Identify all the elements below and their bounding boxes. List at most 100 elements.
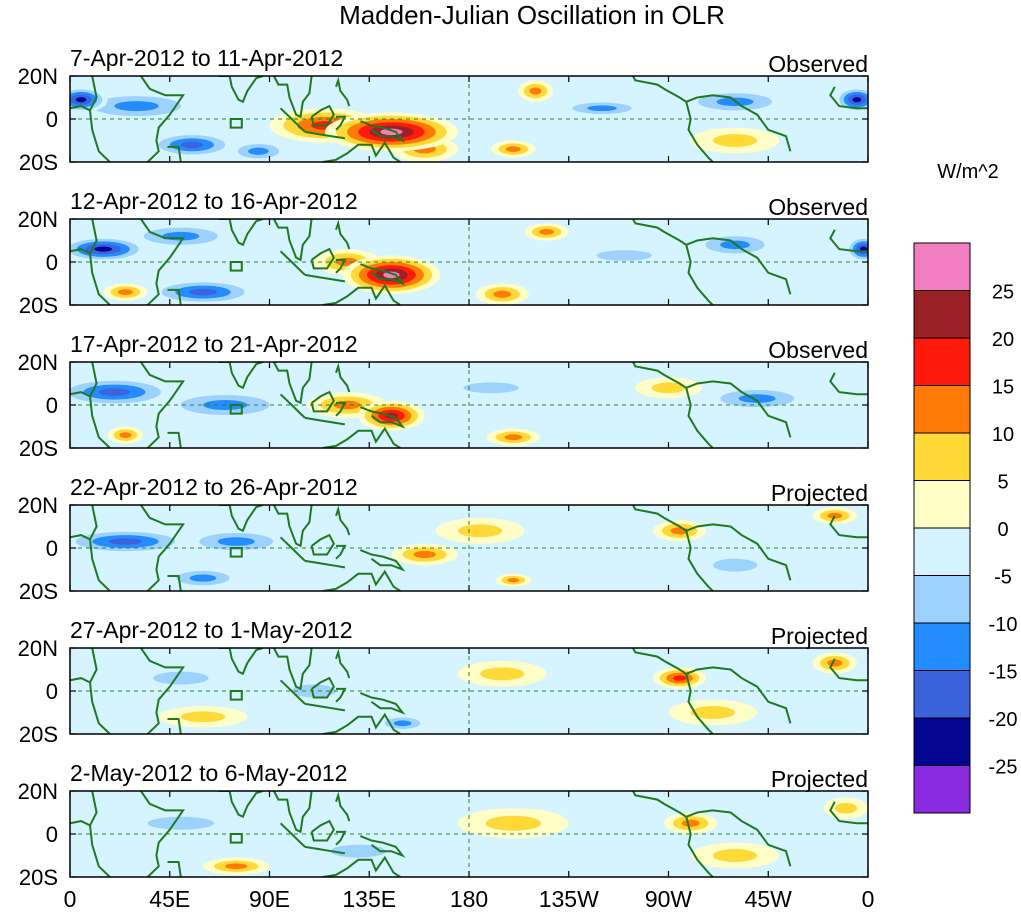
coastline [279, 393, 306, 419]
coastline [70, 534, 91, 541]
coastline [218, 219, 264, 247]
coastline [685, 523, 792, 581]
anomaly-contour [596, 250, 652, 261]
y-tick-label: 20N [18, 207, 58, 232]
colorbar-swatch [913, 290, 971, 339]
coastlines [70, 362, 868, 448]
coastline [632, 791, 687, 818]
panel-status: Observed [768, 337, 868, 363]
coastline [273, 219, 313, 262]
coastline [310, 533, 335, 556]
y-tick-label: 20S [19, 579, 58, 604]
map-panel: 20N 0 20S 2-May-2012 to 6-May-2012 Projected [18, 760, 869, 890]
colorbar-tick-label: -15 [989, 662, 1018, 684]
coastline [167, 575, 182, 591]
colorbar-swatch [913, 717, 971, 766]
map-panel: 20N 0 20S 12-Apr-2012 to 16-Apr-2012 Observe… [18, 188, 869, 318]
coastline [304, 130, 346, 140]
coastline [218, 505, 264, 533]
y-tick-label: 20S [19, 865, 58, 890]
anomaly-contour [529, 87, 542, 95]
coastline [273, 648, 313, 691]
coastline [310, 676, 335, 699]
colorbar-tick-label: 25 [992, 282, 1014, 304]
coastline [70, 105, 91, 112]
colorbar: W/m^2 25 20 15 10 5 0 -5 -10 -15 -20 -25 [913, 161, 1018, 814]
anomaly-contour [180, 711, 226, 723]
coastline [685, 380, 792, 438]
coastline [685, 94, 792, 152]
x-axis: 0 45E 90E 135E 180 135W 90W 45W 0 [64, 886, 875, 912]
coastline [360, 692, 406, 715]
coastline [322, 426, 401, 448]
anomaly-contour [712, 558, 758, 572]
map-panel: 20N 0 20S 17-Apr-2012 to 21-Apr-2012 Observe… [18, 331, 869, 461]
coastline [360, 406, 406, 429]
coastline [310, 819, 335, 842]
colorbar-swatch [913, 765, 971, 814]
coastline [304, 416, 346, 426]
coastline [685, 816, 714, 877]
anomaly-contour [189, 574, 217, 582]
colorbar-swatch [913, 480, 971, 529]
coastline [829, 801, 868, 825]
y-tick-label: 0 [46, 393, 58, 418]
coastline [70, 391, 91, 398]
y-tick-label: 0 [46, 536, 58, 561]
coastline [322, 569, 401, 591]
y-tick-label: 0 [46, 107, 58, 132]
x-tick-label: 90W [645, 886, 693, 912]
coastline [360, 835, 406, 858]
coastline [685, 809, 792, 867]
coastline [335, 115, 347, 131]
colorbar-swatch [913, 432, 971, 481]
coastline [279, 536, 306, 562]
island [229, 690, 243, 701]
y-tick-label: 20N [18, 64, 58, 89]
coastline [273, 791, 313, 834]
coastline [88, 791, 111, 877]
y-tick-label: 20S [19, 150, 58, 175]
coastlines [70, 505, 868, 591]
anomaly-contour [690, 706, 735, 719]
anomaly-contour [651, 382, 686, 394]
coastline [310, 104, 335, 127]
coastline [167, 718, 182, 734]
coastline [273, 505, 313, 548]
coastline [685, 387, 714, 448]
anomaly-contour [480, 667, 525, 681]
colorbar-tick-label: -5 [994, 567, 1012, 589]
anomaly-contour [108, 538, 143, 545]
coastline [304, 845, 346, 855]
island [229, 547, 243, 558]
coastlines [70, 76, 868, 162]
colorbar-tick-label: 20 [992, 329, 1014, 351]
anomaly-contour [119, 432, 132, 438]
coastline [322, 283, 401, 305]
coastline [70, 677, 91, 684]
coastline [829, 229, 868, 253]
panel-period: 22-Apr-2012 to 26-Apr-2012 [70, 474, 358, 500]
coastline [632, 505, 687, 532]
coastline [335, 791, 351, 822]
anomaly-contour [505, 146, 521, 152]
coastline [335, 401, 347, 417]
coastline [685, 244, 714, 305]
coastline [88, 505, 111, 591]
coastline [335, 362, 351, 393]
panel-period: 27-Apr-2012 to 1-May-2012 [70, 617, 353, 643]
coastline [273, 362, 313, 405]
map-panel: 20N 0 20S 7-Apr-2012 to 11-Apr-2012 Observed [18, 45, 869, 175]
coastline [829, 372, 868, 396]
coastline [88, 219, 111, 305]
x-tick-label: 90E [249, 886, 290, 912]
y-tick-label: 0 [46, 822, 58, 847]
coastline [167, 431, 182, 448]
panel-status: Observed [768, 51, 868, 77]
colorbar-swatch [913, 622, 971, 671]
panel-period: 12-Apr-2012 to 16-Apr-2012 [70, 188, 358, 214]
coastline [685, 530, 714, 591]
coastline [140, 791, 186, 877]
anomaly-contour [413, 550, 436, 559]
